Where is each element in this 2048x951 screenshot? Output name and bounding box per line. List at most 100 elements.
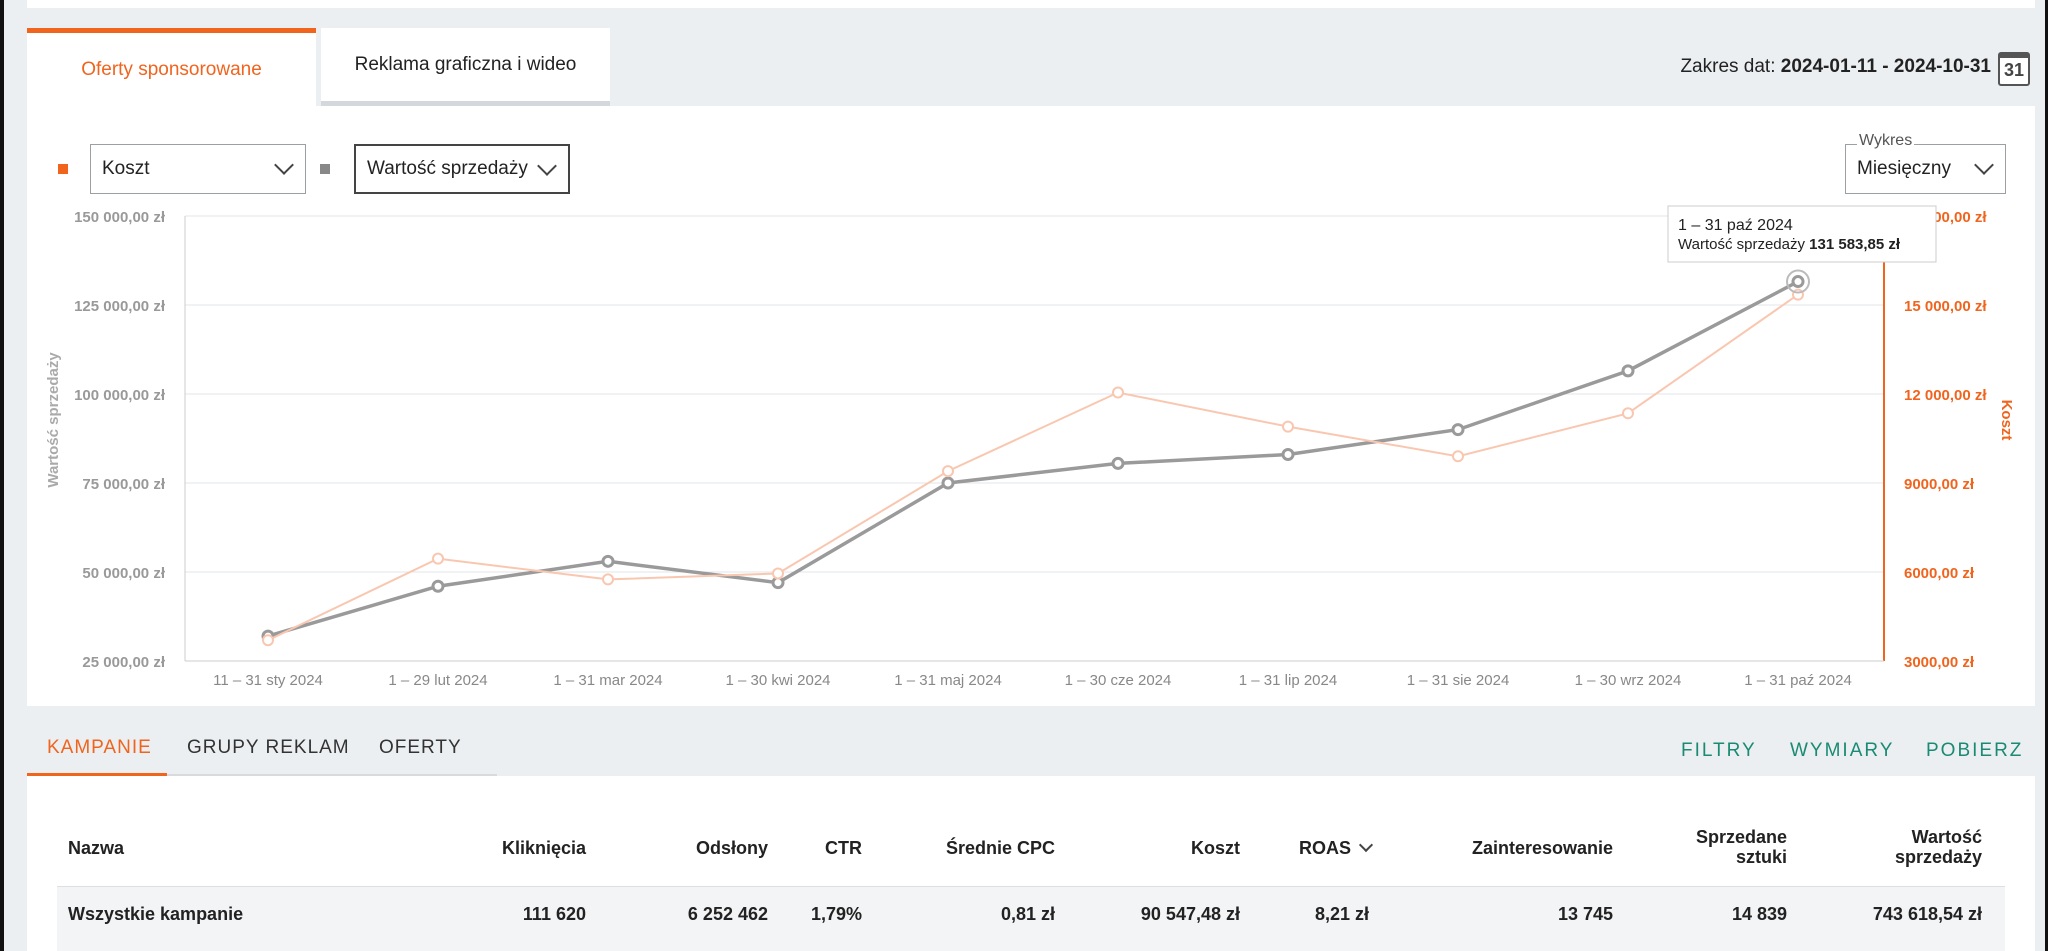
cell-roas: 8,21 zł [1314,904,1369,924]
top-panel-strip [27,0,2035,8]
tab-ad-groups[interactable]: GRUPY REKLAM [167,722,357,776]
y-right-tick-label: 6000,00 zł [1904,565,1975,582]
sales-value-data-point [1451,423,1465,437]
cost-series-line [267,293,1799,642]
col-ctr[interactable]: CTR [825,838,862,858]
col-views[interactable]: Odsłony [695,838,768,858]
sales-value-data-point [431,579,445,593]
metric2-legend-square [320,164,330,174]
cell-views: 6 252 462 [687,904,768,924]
col-sold-line1: Sprzedane [1695,827,1787,847]
x-tick-label: 1 – 30 wrz 2024 [1575,672,1682,689]
col-cost[interactable]: Koszt [1191,838,1240,858]
table-row[interactable] [57,886,2005,951]
x-tick-label: 1 – 31 maj 2024 [894,672,1002,689]
sort-chevron-icon [1358,837,1374,853]
y-right-tick-label: 15 000,00 zł [1904,298,1987,315]
y-left-tick-label: 50 000,00 zł [82,565,165,582]
col-clicks[interactable]: Kliknięcia [501,838,586,858]
line-chart: 25 000,00 zł 50 000,00 zł 75 000,00 zł 100 … [45,205,2015,689]
cell-interest: 13 745 [1557,904,1613,924]
metric2-select[interactable]: Wartość sprzedaży [354,144,570,194]
col-sold[interactable]: Sprzedane sztuki [1696,827,1787,867]
chart-period-label: Wykres [1857,132,1915,150]
date-range-value: 2024-01-11 - 2024-10-31 [1780,56,1991,77]
tooltip-period: 1 – 31 paź 2024 [1678,217,1793,234]
y-right-axis-title: Koszt [1998,400,2015,441]
cell-cpc: 0,81 zł [1000,904,1055,924]
calendar-icon[interactable]: 31 [1998,52,2030,86]
dimensions-button[interactable]: WYMIARY [1790,740,1895,761]
campaigns-table: Nazwa Kliknięcia Odsłony CTR Średnie CPC… [27,776,2035,951]
highlight-ring [1786,269,1810,294]
cost-data-point [1112,386,1124,399]
y-left-tick-label: 125 000,00 zł [74,298,166,315]
cost-data-point [942,465,954,478]
tooltip-metric: Wartość sprzedaży [1678,236,1809,253]
col-name[interactable]: Nazwa [68,838,125,858]
x-tick-label: 11 – 31 sty 2024 [213,672,323,689]
cell-cost: 90 547,48 zł [1140,904,1240,924]
y-left-tick-label: 100 000,00 zł [74,387,166,404]
y-left-axis-title: Wartość sprzedaży [45,352,62,488]
tab-campaigns[interactable]: KAMPANIE [27,722,167,776]
chart-period-select[interactable]: Miesięczny [1845,144,2006,194]
y-left-tick-label: 150 000,00 zł [74,209,166,226]
col-value[interactable]: Wartość sprzedaży [1895,827,1982,867]
col-roas[interactable]: ROAS [1298,837,1374,858]
cost-data-point [602,573,614,586]
sales-value-data-point [1791,275,1805,289]
x-tick-label: 1 – 31 paź 2024 [1744,672,1852,689]
col-interest[interactable]: Zainteresowanie [1471,838,1613,858]
cell-clicks: 111 620 [522,904,586,924]
metric1-select-value: Koszt [102,158,150,179]
chart-period-value: Miesięczny [1857,158,1951,179]
cell-sold: 14 839 [1731,904,1787,924]
x-tick-label: 1 – 29 lut 2024 [388,672,487,689]
cost-data-point [772,567,784,580]
sales-value-data-point [1111,456,1125,470]
download-button[interactable]: POBIERZ [1926,740,2024,761]
y-left-tick-label: 75 000,00 zł [82,476,165,493]
cost-data-point [432,552,444,565]
sales-value-series-line [267,280,1799,638]
x-tick-label: 1 – 31 lip 2024 [1239,672,1337,689]
tooltip-value-line: Wartość sprzedaży 131 583,85 zł [1678,236,1901,253]
tab-offers[interactable]: OFERTY [357,722,497,776]
x-tick-label: 1 – 30 cze 2024 [1065,672,1172,689]
col-roas-label: ROAS [1298,838,1351,858]
chart-panel: Koszt Wartość sprzedaży Miesięczny Wykre… [27,106,2035,706]
y-right-tick-label: 3000,00 zł [1904,654,1975,671]
cell-value: 743 618,54 zł [1872,904,1982,924]
window-edge [0,0,4,951]
sales-value-data-point [1281,448,1295,462]
y-right-tick-label: 12 000,00 zł [1904,387,1987,404]
x-tick-label: 1 – 31 sie 2024 [1407,672,1510,689]
tab-display-video[interactable]: Reklama graficzna i wideo [321,28,610,106]
cost-data-point [262,634,274,647]
tooltip-box [1667,205,1937,263]
col-cpc[interactable]: Średnie CPC [945,838,1055,858]
tab-sponsored-offers[interactable]: Oferty sponsorowane [27,28,316,106]
cost-data-point [1622,407,1634,420]
y-left-tick-label: 25 000,00 zł [82,654,165,671]
x-tick-label: 1 – 31 mar 2024 [553,672,662,689]
date-range: Zakres dat: 2024-01-11 - 2024-10-31 [1680,56,1991,78]
metric2-select-value: Wartość sprzedaży [367,158,528,179]
y-right-tick-label: 9000,00 zł [1904,476,1975,493]
col-sold-line2: sztuki [1735,847,1787,867]
cost-data-point [1282,420,1294,433]
metric1-select[interactable]: Koszt [90,144,306,194]
tooltip-value: 131 583,85 zł [1809,236,1901,253]
window-edge [2045,0,2048,951]
cell-name: Wszystkie kampanie [68,904,244,924]
sales-value-data-point [601,554,615,568]
filters-button[interactable]: FILTRY [1681,740,1757,761]
sales-value-data-point [941,476,955,490]
cost-data-point [1452,450,1464,463]
col-value-line1: Wartość [1911,827,1982,847]
cell-ctr: 1,79% [810,904,862,924]
col-value-line2: sprzedaży [1894,847,1982,867]
sales-value-data-point [1621,364,1635,378]
metric1-legend-square [58,164,68,174]
